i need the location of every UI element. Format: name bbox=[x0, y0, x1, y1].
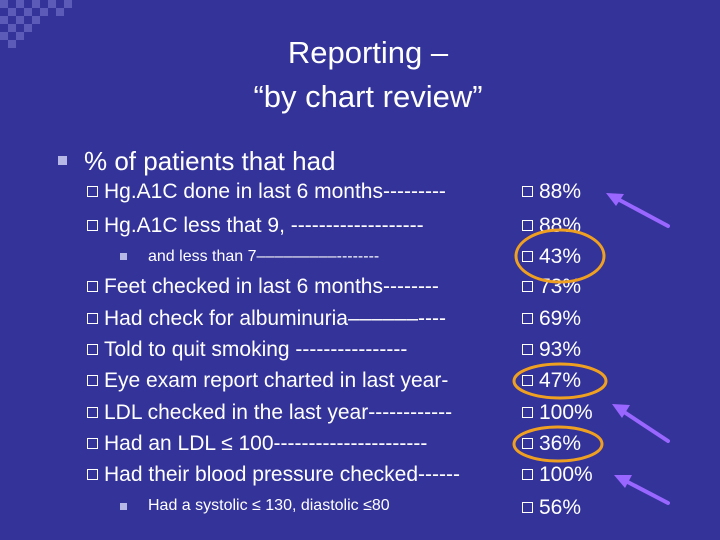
checkbox-icon bbox=[522, 186, 533, 197]
checkbox-icon bbox=[522, 469, 533, 480]
list-item: Feet checked in last 6 months-------- bbox=[87, 275, 439, 299]
checkbox-icon bbox=[87, 438, 98, 449]
checkbox-icon bbox=[522, 313, 533, 324]
list-item: Hg.A1C less that 9, ------------------- bbox=[87, 214, 424, 238]
list-item: Hg.A1C done in last 6 months--------- bbox=[87, 180, 446, 204]
value-cell: 100% bbox=[522, 401, 593, 425]
value-cell: 100% bbox=[522, 463, 593, 487]
corner-decoration bbox=[0, 0, 80, 48]
bullet-icon bbox=[58, 156, 67, 165]
checkbox-icon bbox=[522, 375, 533, 386]
heading: % of patients that had bbox=[84, 146, 336, 176]
list-item: Had an LDL ≤ 100---------------------- bbox=[87, 432, 427, 456]
checkbox-icon bbox=[87, 407, 98, 418]
list-item: Eye exam report charted in last year- bbox=[87, 369, 448, 393]
highlight-circle bbox=[514, 228, 606, 284]
arrow-icon bbox=[616, 406, 670, 443]
slide-title-line-2: “by chart review” bbox=[253, 79, 483, 114]
list-item: Told to quit smoking ---------------- bbox=[87, 338, 407, 362]
checkbox-icon bbox=[522, 344, 533, 355]
arrowhead-icon bbox=[612, 404, 630, 418]
checkbox-icon bbox=[522, 251, 533, 262]
value-cell: 88% bbox=[522, 180, 581, 204]
value-cell: 43% bbox=[522, 245, 581, 269]
value-cell: 56% bbox=[522, 496, 581, 520]
value-cell: 36% bbox=[522, 432, 581, 456]
arrowhead-icon bbox=[606, 193, 624, 206]
arrowhead-icon bbox=[614, 475, 632, 488]
checkbox-icon bbox=[87, 186, 98, 197]
checkbox-icon bbox=[87, 220, 98, 231]
checkbox-icon bbox=[87, 313, 98, 324]
checkbox-icon bbox=[87, 281, 98, 292]
checkbox-icon bbox=[522, 502, 533, 513]
checkbox-icon bbox=[522, 438, 533, 449]
list-item: Had their blood pressure checked------ bbox=[87, 463, 460, 487]
list-item: and less than 7–––––––––-------- bbox=[148, 248, 380, 265]
highlight-circle bbox=[512, 425, 604, 463]
bullet-icon bbox=[120, 253, 127, 260]
value-cell: 69% bbox=[522, 307, 581, 331]
list-item: LDL checked in the last year------------ bbox=[87, 401, 452, 425]
checkbox-icon bbox=[87, 344, 98, 355]
list-item: Had check for albuminuria––––––---- bbox=[87, 307, 446, 331]
checkbox-icon bbox=[522, 407, 533, 418]
checkbox-icon bbox=[87, 469, 98, 480]
value-cell: 47% bbox=[522, 369, 581, 393]
value-cell: 93% bbox=[522, 338, 581, 362]
list-item: Had a systolic ≤ 130, diastolic ≤80 bbox=[148, 497, 390, 514]
bullet-icon bbox=[120, 503, 127, 510]
checkbox-icon bbox=[87, 375, 98, 386]
checkbox-icon bbox=[522, 220, 533, 231]
arrow-icon bbox=[610, 194, 670, 228]
slide-title-line-1: Reporting – bbox=[287, 35, 449, 70]
checkbox-icon bbox=[522, 281, 533, 292]
highlight-circle bbox=[512, 362, 608, 400]
